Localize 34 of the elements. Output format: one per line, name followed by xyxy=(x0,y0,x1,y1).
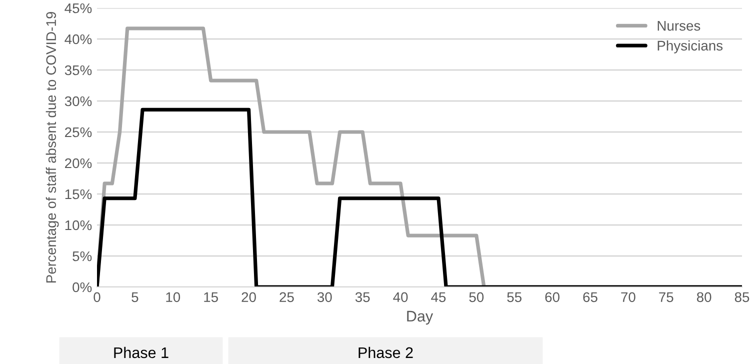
x-tick-label: 45 xyxy=(431,292,446,302)
y-tick-label: 5% xyxy=(72,251,92,262)
y-tick-label: 30% xyxy=(64,96,92,106)
x-tick-label: 40 xyxy=(393,292,408,302)
y-axis-title: Percentage of staff absent due to COVID-19 xyxy=(46,12,59,282)
x-tick-label: 80 xyxy=(696,292,712,302)
x-tick-label: 10 xyxy=(166,292,180,302)
y-tick-label: 25% xyxy=(65,127,92,138)
x-tick-label: 0 xyxy=(94,292,100,302)
legend-label: Nurses xyxy=(658,21,700,31)
y-tick-label: 35% xyxy=(64,65,92,76)
y-tick-label: 15% xyxy=(65,189,92,200)
y-tick-label: 45% xyxy=(64,3,92,14)
y-tick-label: 0% xyxy=(72,282,92,292)
x-tick-label: 30 xyxy=(317,292,332,302)
x-tick-label: 25 xyxy=(280,292,294,302)
x-tick-label: 55 xyxy=(507,292,522,302)
x-tick-label: 75 xyxy=(659,292,674,302)
x-tick-label: 5 xyxy=(132,292,138,302)
x-tick-label: 70 xyxy=(621,292,636,302)
legend-label: Physicians xyxy=(658,40,723,54)
x-tick-label: 20 xyxy=(242,292,256,302)
x-tick-label: 50 xyxy=(469,292,484,302)
y-tick-label: 20% xyxy=(65,158,92,168)
text: Phase 1 xyxy=(114,346,168,358)
x-tick-label: 85 xyxy=(734,292,750,302)
x-axis-title: Day xyxy=(407,310,434,325)
y-tick-label: 40% xyxy=(64,34,92,44)
y-tick-label: 10% xyxy=(65,220,92,230)
x-tick-label: 65 xyxy=(583,292,598,302)
x-tick-label: 35 xyxy=(355,292,370,302)
text: Phase 2 xyxy=(358,346,413,358)
x-tick-label: 15 xyxy=(204,292,218,302)
x-tick-label: 60 xyxy=(545,292,560,302)
